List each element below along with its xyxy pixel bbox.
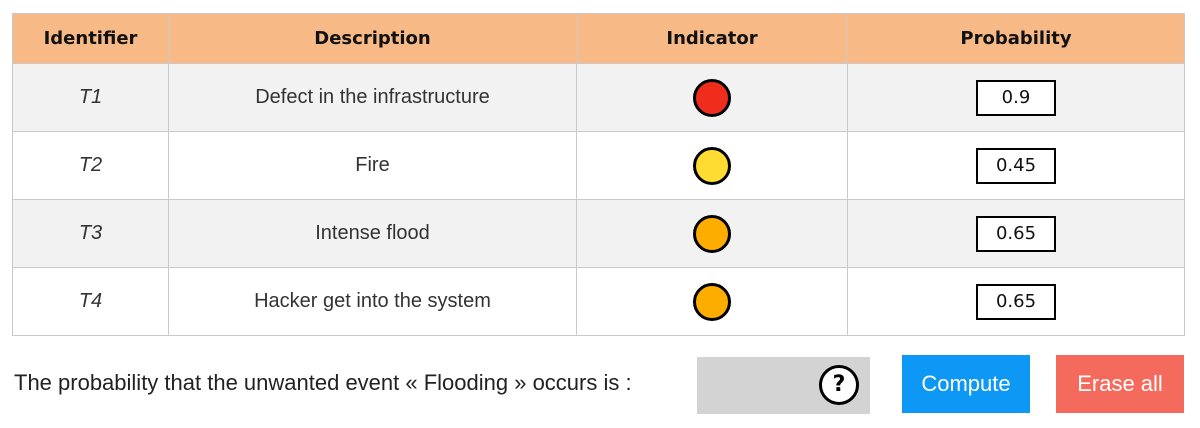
threats-table: Identifier Description Indicator Probabi…	[12, 13, 1185, 336]
table-row: T2 Fire	[12, 131, 1185, 200]
indicator-dot-icon	[693, 146, 731, 185]
threat-identifier: T1	[12, 63, 169, 132]
erase-all-button[interactable]: Erase all	[1056, 355, 1184, 413]
question-mark-circle-icon[interactable]: ?	[819, 365, 859, 405]
threat-identifier: T2	[12, 131, 169, 200]
result-output-box: ?	[697, 357, 870, 414]
threat-description: Intense flood	[168, 199, 577, 268]
table-row: T4 Hacker get into the system	[12, 267, 1185, 336]
threat-identifier: T4	[12, 267, 169, 336]
indicator-dot-icon	[693, 214, 731, 253]
result-question-text: The probability that the unwanted event …	[14, 370, 632, 395]
table-row: T1 Defect in the infrastructure	[12, 63, 1185, 132]
threat-description: Fire	[168, 131, 577, 200]
column-header-identifier: Identifier	[12, 13, 169, 64]
column-header-description: Description	[168, 13, 577, 64]
column-header-indicator: Indicator	[576, 13, 848, 64]
indicator-dot-icon	[693, 282, 731, 321]
indicator-dot-icon	[693, 78, 731, 117]
compute-button[interactable]: Compute	[902, 355, 1030, 413]
probability-input[interactable]	[976, 215, 1056, 252]
probability-input[interactable]	[976, 79, 1056, 116]
threat-identifier: T3	[12, 199, 169, 268]
probability-input[interactable]	[976, 283, 1056, 320]
threat-description: Defect in the infrastructure	[168, 63, 577, 132]
table-header-row: Identifier Description Indicator Probabi…	[12, 13, 1185, 64]
table-row: T3 Intense flood	[12, 199, 1185, 268]
threat-description: Hacker get into the system	[168, 267, 577, 336]
column-header-probability: Probability	[847, 13, 1185, 64]
probability-input[interactable]	[976, 147, 1056, 184]
